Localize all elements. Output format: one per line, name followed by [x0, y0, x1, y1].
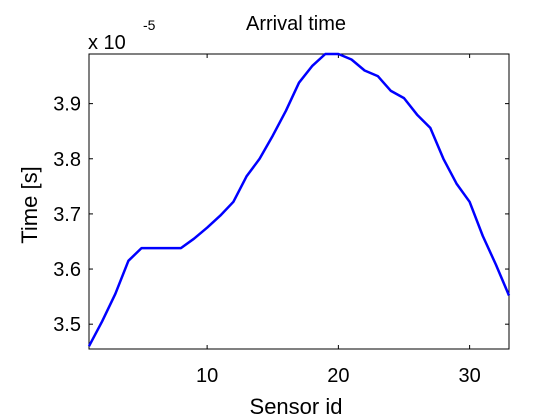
y-tick-label: 3.8	[53, 149, 81, 171]
x-tick-label: 20	[327, 365, 349, 387]
x-tick-label: 30	[459, 365, 481, 387]
y-multiplier-exponent: -5	[143, 17, 156, 33]
y-axis-label: Time [s]	[17, 166, 42, 243]
axes-box	[88, 53, 510, 350]
x-tick-label: 10	[196, 365, 218, 387]
x-axis-label: Sensor id	[250, 394, 343, 419]
y-multiplier: x 10 -5	[88, 17, 156, 54]
plot-area: 10 20 30 3.5 3.6 3.7 3.8 3.9	[53, 52, 511, 387]
y-tick-label: 3.5	[53, 314, 81, 336]
y-tick-label: 3.6	[53, 259, 81, 281]
y-multiplier-base: x 10	[88, 32, 126, 54]
y-tick-label: 3.9	[53, 94, 81, 116]
y-tick-label: 3.7	[53, 204, 81, 226]
chart-title: Arrival time	[246, 13, 346, 35]
series-line	[87, 52, 511, 347]
